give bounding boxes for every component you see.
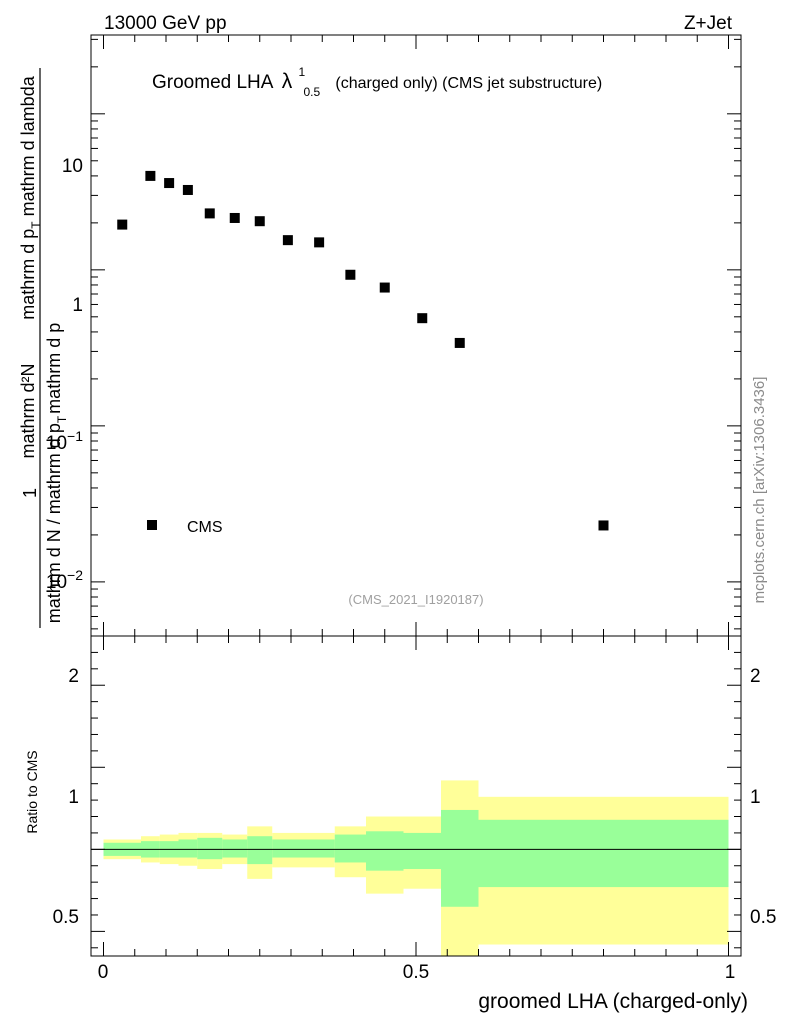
y-label-numerator-rest: mathrm d pT mathrm d lambda — [18, 75, 43, 319]
stat-uncertainty-band — [403, 832, 441, 870]
cms-data-point — [598, 520, 609, 531]
stat-uncertainty-band — [366, 831, 404, 871]
energy-label: 13000 GeV pp — [104, 13, 227, 34]
x-tick-label-0: 0 — [98, 962, 109, 983]
cms-data-point — [454, 337, 465, 348]
cms-data-point — [379, 282, 390, 293]
cms-data-series — [117, 170, 609, 531]
analysis-watermark: (CMS_2021_I1920187) — [348, 592, 483, 607]
y-tick-label-0-01: 10−2 — [46, 567, 83, 593]
main-plot-ticks — [91, 35, 741, 636]
x-tick-label-0-5: 0.5 — [403, 962, 429, 983]
ratio-y-tick-label-0-5-right: 0.5 — [750, 907, 776, 928]
side-label: mcplots.cern.ch [arXiv:1306.3436] — [751, 377, 768, 604]
ratio-x-tick-labels: 0 0.5 1 — [98, 962, 736, 983]
legend-marker-cms — [147, 520, 157, 530]
cms-data-point — [204, 208, 215, 219]
stat-uncertainty-band — [178, 839, 198, 858]
stat-uncertainty-band — [197, 837, 223, 860]
cms-data-point — [117, 219, 128, 230]
stat-uncertainty-band — [222, 839, 248, 858]
cms-data-point — [182, 184, 193, 195]
cms-data-point — [164, 178, 175, 189]
plot-title: Groomed LHA λ 1 0.5 (charged only) (CMS … — [152, 60, 602, 101]
stat-uncertainty-band — [303, 839, 335, 858]
cms-data-point — [229, 212, 240, 223]
process-label: Z+Jet — [684, 13, 733, 34]
stat-uncertainty-band — [272, 839, 304, 858]
legend-label-cms: CMS — [187, 519, 223, 536]
y-label-one: 1 — [20, 488, 40, 498]
ratio-uncertainty-bands — [103, 780, 729, 956]
cms-data-point — [145, 170, 156, 181]
ratio-y-tick-label-1-right: 1 — [750, 787, 761, 808]
cms-data-point — [417, 313, 428, 324]
cms-data-point — [314, 237, 325, 248]
main-plot-frame — [90, 34, 742, 637]
main-y-tick-labels: 10 1 10−1 10−2 — [46, 156, 83, 593]
y-label-denominator: mathrm d N / mathrm d pTmathrm d p — [44, 323, 69, 623]
main-y-axis-label: mathrm d²N mathrm d pT mathrm d lambda 1… — [18, 68, 69, 628]
x-tick-label-1: 1 — [725, 962, 736, 983]
ratio-y-tick-label-0-5-left: 0.5 — [53, 907, 79, 928]
ratio-plot-ticks — [91, 636, 741, 956]
y-tick-label-10: 10 — [62, 156, 83, 177]
cms-data-point — [345, 269, 356, 280]
stat-uncertainty-band — [478, 819, 729, 888]
y-tick-label-1: 1 — [72, 295, 83, 316]
stat-uncertainty-band — [247, 836, 273, 865]
x-axis-label: groomed LHA (charged-only) — [478, 990, 748, 1013]
y-tick-label-0-1: 10−1 — [46, 428, 83, 454]
y-label-numerator-top: mathrm d²N — [18, 363, 38, 458]
ratio-y-tick-label-2-right: 2 — [750, 666, 761, 687]
ratio-y-axis-label: Ratio to CMS — [24, 750, 40, 833]
ratio-y-tick-label-1-left: 1 — [68, 787, 79, 808]
ratio-y-tick-label-2-left: 2 — [68, 666, 79, 687]
cms-data-point — [282, 235, 293, 246]
stat-uncertainty-band — [334, 834, 366, 863]
cms-data-point — [254, 216, 265, 227]
stat-uncertainty-band — [441, 809, 479, 907]
ratio-y-tick-labels: 2 1 0.5 2 1 0.5 — [53, 666, 777, 928]
